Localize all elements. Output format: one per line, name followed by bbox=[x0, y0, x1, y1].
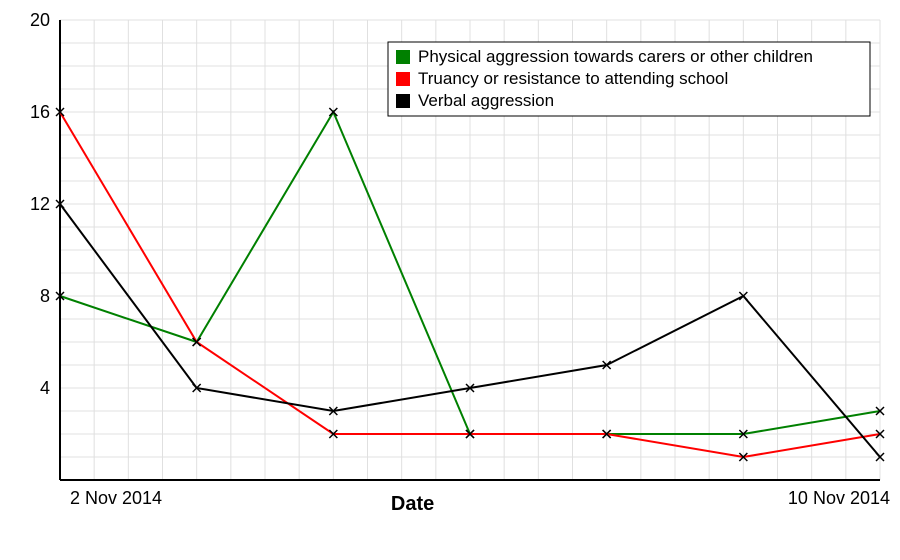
legend: Physical aggression towards carers or ot… bbox=[388, 42, 870, 116]
legend-swatch bbox=[396, 50, 410, 64]
legend-label: Verbal aggression bbox=[418, 91, 554, 110]
line-chart: 4 8 12 16 20 2 Nov 2014 10 Nov 2014 Date Physica… bbox=[0, 0, 900, 560]
legend-swatch bbox=[396, 94, 410, 108]
svg-text:2 Nov 2014: 2 Nov 2014 bbox=[70, 488, 162, 508]
svg-text:10 Nov 2014: 10 Nov 2014 bbox=[788, 488, 890, 508]
legend-label: Physical aggression towards carers or ot… bbox=[418, 47, 813, 66]
svg-text:16: 16 bbox=[30, 102, 50, 122]
legend-label: Truancy or resistance to attending schoo… bbox=[418, 69, 728, 88]
svg-text:12: 12 bbox=[30, 194, 50, 214]
x-axis-title: Date bbox=[391, 493, 434, 515]
svg-text:8: 8 bbox=[40, 286, 50, 306]
legend-swatch bbox=[396, 72, 410, 86]
svg-text:4: 4 bbox=[40, 378, 50, 398]
svg-text:20: 20 bbox=[30, 10, 50, 30]
